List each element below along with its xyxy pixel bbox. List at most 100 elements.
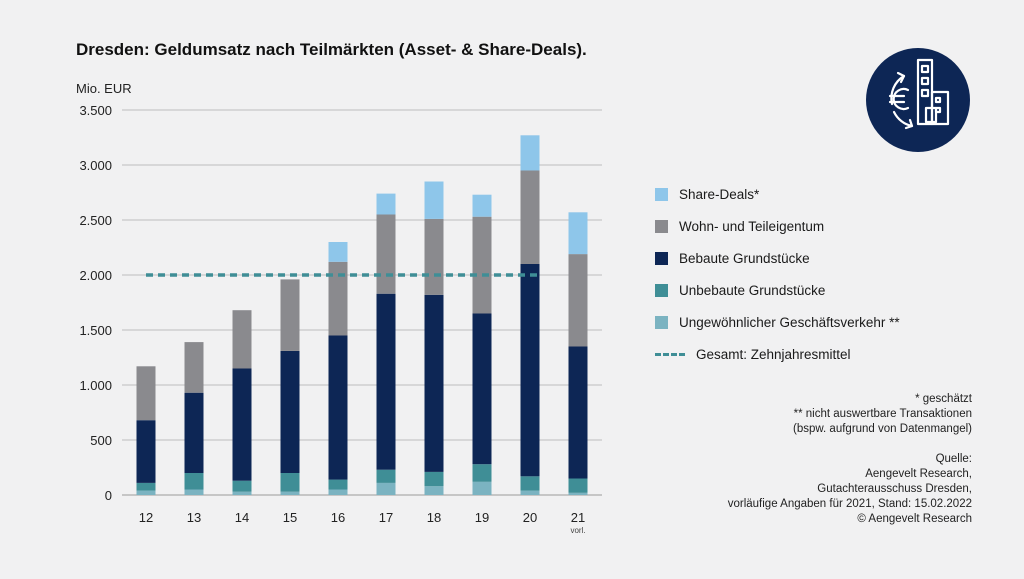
x-tick-sublabel: vorl. — [570, 526, 585, 535]
chart-title: Dresden: Geldumsatz nach Teilmärkten (As… — [76, 40, 587, 59]
bar-segment-unbebaut — [136, 482, 156, 491]
bar-segment-wohn — [184, 342, 204, 393]
bar-segment-ungewoehnlich — [280, 491, 300, 495]
legend-swatch — [655, 187, 668, 201]
x-tick-label: 14 — [235, 510, 249, 525]
bar-segment-unbebaut — [424, 471, 444, 487]
legend-item-share: Share-Deals* — [655, 178, 900, 210]
bar-segment-share — [424, 181, 444, 219]
bar-segment-unbebaut — [184, 473, 204, 490]
bars — [136, 135, 588, 495]
x-tick-label: 19 — [475, 510, 489, 525]
bar-segment-bebaut — [184, 392, 204, 473]
bar-segment-ungewoehnlich — [184, 489, 204, 495]
bar-segment-ungewoehnlich — [472, 481, 492, 495]
bar-segment-ungewoehnlich — [232, 491, 252, 495]
source-line-1: Aengevelt Research, — [865, 468, 972, 480]
bar-segment-unbebaut — [328, 479, 348, 490]
legend-label: Bebaute Grundstücke — [679, 250, 810, 266]
bar-segment-wohn — [328, 261, 348, 336]
legend-item-unbebaut: Unbebaute Grundstücke — [655, 274, 900, 306]
bar-segment-ungewoehnlich — [376, 482, 396, 495]
legend-item-ungewoehnlich: Ungewöhnlicher Geschäftsverkehr ** — [655, 306, 900, 338]
bar-segment-ungewoehnlich — [328, 489, 348, 495]
bar-segment-bebaut — [568, 346, 588, 479]
source-label: Quelle: — [935, 453, 972, 465]
x-tick-label: 18 — [427, 510, 441, 525]
bar-segment-bebaut — [280, 350, 300, 473]
notes: * geschätzt ** nicht auswertbare Transak… — [728, 392, 972, 527]
note-estimated: * geschätzt — [915, 393, 972, 405]
bar-segment-wohn — [424, 218, 444, 295]
euro-building-icon — [866, 48, 970, 152]
bar-segment-share — [328, 242, 348, 262]
y-tick-label: 1.500 — [79, 323, 112, 338]
legend-swatch — [655, 283, 668, 297]
bar-segment-bebaut — [232, 368, 252, 481]
x-tick-label: 13 — [187, 510, 201, 525]
legend-label: Ungewöhnlicher Geschäftsverkehr ** — [679, 314, 900, 330]
x-tick-label: 15 — [283, 510, 297, 525]
y-tick-label: 2.000 — [79, 268, 112, 283]
legend-item-wohn: Wohn- und Teileigentum — [655, 210, 900, 242]
source-line-3: vorläufige Angaben für 2021, Stand: 15.0… — [727, 498, 972, 510]
bar-segment-wohn — [520, 170, 540, 264]
legend-swatch — [655, 352, 685, 356]
bar-segment-share — [568, 212, 588, 255]
note-not-evaluable: ** nicht auswertbare Transaktionen — [793, 408, 972, 420]
bar-segment-ungewoehnlich — [136, 490, 156, 495]
bar-segment-wohn — [472, 216, 492, 314]
source-line-2: Gutachterausschuss Dresden, — [817, 483, 972, 495]
y-tick-label: 500 — [90, 433, 112, 448]
bar-segment-ungewoehnlich — [520, 490, 540, 495]
y-tick-label: 3.000 — [79, 158, 112, 173]
bar-segment-ungewoehnlich — [568, 492, 588, 495]
legend-label: Gesamt: Zehnjahresmittel — [696, 346, 851, 362]
legend-label: Share-Deals* — [679, 186, 760, 202]
y-axis-label: Mio. EUR — [76, 81, 132, 96]
bar-segment-wohn — [376, 214, 396, 294]
bar-segment-bebaut — [328, 335, 348, 480]
bar-segment-wohn — [568, 254, 588, 347]
legend: Share-Deals* Wohn- und Teileigentum Bebaut… — [655, 178, 900, 370]
y-tick-labels: 0 500 1.000 1.500 2.000 2.500 3.000 3.500 — [79, 103, 112, 503]
legend-item-mean: Gesamt: Zehnjahresmittel — [655, 338, 900, 370]
bar-segment-unbebaut — [520, 476, 540, 491]
legend-item-bebaut: Bebaute Grundstücke — [655, 242, 900, 274]
y-tick-label: 2.500 — [79, 213, 112, 228]
bar-segment-share — [520, 135, 540, 171]
bar-segment-unbebaut — [472, 464, 492, 482]
bar-segment-bebaut — [520, 264, 540, 477]
bar-segment-share — [376, 193, 396, 215]
bar-segment-unbebaut — [280, 473, 300, 492]
legend-swatch — [655, 219, 668, 233]
bar-segment-unbebaut — [232, 480, 252, 492]
y-tick-label: 0 — [105, 488, 112, 503]
bar-segment-bebaut — [472, 313, 492, 465]
bar-segment-ungewoehnlich — [424, 486, 444, 495]
bar-segment-wohn — [136, 366, 156, 421]
copyright: © Aengevelt Research — [857, 513, 972, 525]
legend-swatch — [655, 251, 668, 265]
x-tick-label: 12 — [139, 510, 153, 525]
bar-segment-wohn — [280, 279, 300, 351]
x-tick-label: 16 — [331, 510, 345, 525]
bar-segment-unbebaut — [376, 469, 396, 483]
y-tick-label: 1.000 — [79, 378, 112, 393]
legend-label: Unbebaute Grundstücke — [679, 282, 826, 298]
y-tick-label: 3.500 — [79, 103, 112, 118]
x-tick-label: 21 — [571, 510, 585, 525]
bar-segment-bebaut — [376, 293, 396, 470]
x-tick-label: 17 — [379, 510, 393, 525]
bar-segment-bebaut — [424, 294, 444, 472]
bar-segment-unbebaut — [568, 478, 588, 493]
bar-segment-share — [472, 194, 492, 217]
bar-segment-bebaut — [136, 420, 156, 483]
x-tick-label: 20 — [523, 510, 537, 525]
bar-segment-wohn — [232, 310, 252, 369]
legend-label: Wohn- und Teileigentum — [679, 218, 825, 234]
note-not-evaluable-detail: (bspw. aufgrund von Datenmangel) — [793, 423, 972, 435]
legend-swatch — [655, 315, 668, 329]
